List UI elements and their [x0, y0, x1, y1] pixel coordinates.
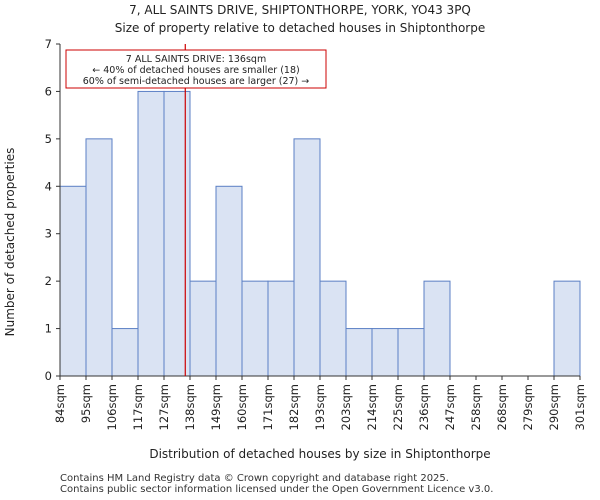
- bar-95sqm: [85, 138, 113, 377]
- chart-title: 7, ALL SAINTS DRIVE, SHIPTONTHORPE, YORK…: [129, 3, 471, 17]
- bar-236sqm: [423, 280, 451, 377]
- bar-84sqm: [59, 185, 87, 377]
- x-tick-label: 171sqm: [261, 384, 275, 430]
- bar-214sqm: [371, 328, 399, 377]
- y-tick-label: 6: [45, 84, 52, 98]
- bar-171sqm: [267, 280, 295, 377]
- x-tick-label: 301sqm: [573, 384, 587, 430]
- x-tick-label: 225sqm: [391, 384, 405, 430]
- y-tick-label: 4: [45, 179, 52, 193]
- bar-225sqm: [397, 328, 425, 377]
- annotation-line-1: 7 ALL SAINTS DRIVE: 136sqm: [126, 54, 266, 65]
- x-tick-label: 193sqm: [313, 384, 327, 430]
- y-tick-label: 5: [45, 132, 52, 146]
- bar-193sqm: [319, 280, 347, 377]
- x-tick-label: 279sqm: [521, 384, 535, 430]
- y-tick-label: 3: [45, 227, 52, 241]
- x-tick-label: 214sqm: [365, 384, 379, 430]
- x-ticks-group: 84sqm 95sqm 106sqm 117sqm 127sqm 138sqm 149sqm…: [53, 376, 587, 430]
- x-tick-label: 95sqm: [79, 384, 93, 423]
- x-tick-label: 106sqm: [105, 384, 119, 430]
- bar-182sqm: [293, 138, 321, 377]
- y-axis-label: Number of detached properties: [3, 148, 17, 337]
- x-axis-label: Distribution of detached houses by size …: [149, 447, 490, 461]
- y-tick-label: 0: [45, 369, 52, 383]
- y-tick-label: 1: [45, 322, 52, 336]
- x-tick-label: 268sqm: [495, 384, 509, 430]
- x-tick-label: 127sqm: [157, 384, 171, 430]
- annotation-line-2: ← 40% of detached houses are smaller (18…: [92, 65, 299, 76]
- footer-line-2: Contains public sector information licen…: [60, 484, 494, 495]
- x-tick-label: 182sqm: [287, 384, 301, 430]
- bar-138sqm: [189, 280, 217, 377]
- x-tick-label: 290sqm: [547, 384, 561, 430]
- x-tick-label: 160sqm: [235, 384, 249, 430]
- bar-203sqm: [345, 328, 373, 377]
- x-tick-label: 117sqm: [131, 384, 145, 430]
- bar-160sqm: [241, 280, 269, 377]
- footer-line-1: Contains HM Land Registry data © Crown c…: [60, 473, 449, 484]
- annotation-box: [65, 49, 327, 89]
- chart-subtitle: Size of property relative to detached ho…: [115, 21, 485, 35]
- y-tick-label: 2: [45, 274, 52, 288]
- x-tick-label: 203sqm: [339, 384, 353, 430]
- bar-106sqm: [111, 328, 139, 377]
- x-tick-label: 149sqm: [209, 384, 223, 430]
- bar-290sqm: [553, 280, 581, 377]
- x-tick-label: 247sqm: [443, 384, 457, 430]
- x-tick-label: 138sqm: [183, 384, 197, 430]
- x-tick-label: 258sqm: [469, 384, 483, 430]
- y-tick-label: 7: [45, 37, 52, 51]
- annotation-line-3: 60% of semi-detached houses are larger (…: [83, 76, 310, 87]
- bar-117sqm: [137, 90, 165, 377]
- x-tick-label: 236sqm: [417, 384, 431, 430]
- y-ticks-group: 0 1 2 3 4 5 6 7: [45, 37, 60, 383]
- bar-127sqm: [163, 90, 191, 377]
- x-tick-label: 84sqm: [53, 384, 67, 423]
- bar-149sqm: [215, 185, 243, 377]
- bars-group: [59, 90, 581, 377]
